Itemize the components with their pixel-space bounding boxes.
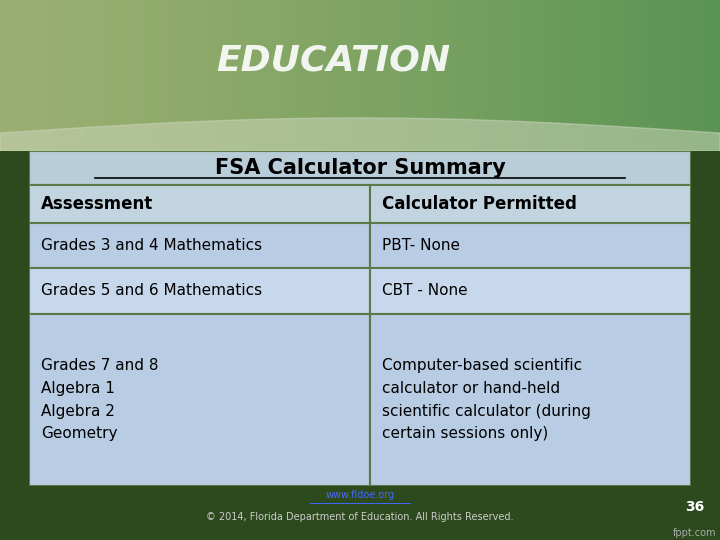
Text: www.fldoe.org: www.fldoe.org: [325, 490, 395, 501]
FancyBboxPatch shape: [29, 223, 370, 268]
Text: Computer-based scientific
calculator or hand-held
scientific calculator (during
: Computer-based scientific calculator or …: [382, 358, 590, 442]
Text: EDUCATION: EDUCATION: [216, 44, 450, 77]
Text: Calculator Permitted: Calculator Permitted: [382, 195, 577, 213]
FancyBboxPatch shape: [370, 223, 691, 268]
Text: 36: 36: [685, 501, 704, 514]
FancyBboxPatch shape: [29, 151, 691, 185]
Text: © 2014, Florida Department of Education. All Rights Reserved.: © 2014, Florida Department of Education.…: [206, 512, 514, 522]
FancyBboxPatch shape: [370, 268, 691, 314]
FancyBboxPatch shape: [370, 185, 691, 223]
FancyBboxPatch shape: [29, 185, 370, 223]
FancyBboxPatch shape: [29, 268, 370, 314]
FancyBboxPatch shape: [29, 314, 370, 486]
Text: Grades 3 and 4 Mathematics: Grades 3 and 4 Mathematics: [41, 238, 262, 253]
Text: fppt.com: fppt.com: [673, 528, 716, 538]
Text: CBT - None: CBT - None: [382, 284, 467, 299]
FancyBboxPatch shape: [370, 314, 691, 486]
Text: FSA Calculator Summary: FSA Calculator Summary: [215, 158, 505, 178]
Text: PBT- None: PBT- None: [382, 238, 460, 253]
Text: Grades 7 and 8
Algebra 1
Algebra 2
Geometry: Grades 7 and 8 Algebra 1 Algebra 2 Geome…: [41, 358, 158, 442]
Text: Grades 5 and 6 Mathematics: Grades 5 and 6 Mathematics: [41, 284, 262, 299]
Text: Assessment: Assessment: [41, 195, 153, 213]
